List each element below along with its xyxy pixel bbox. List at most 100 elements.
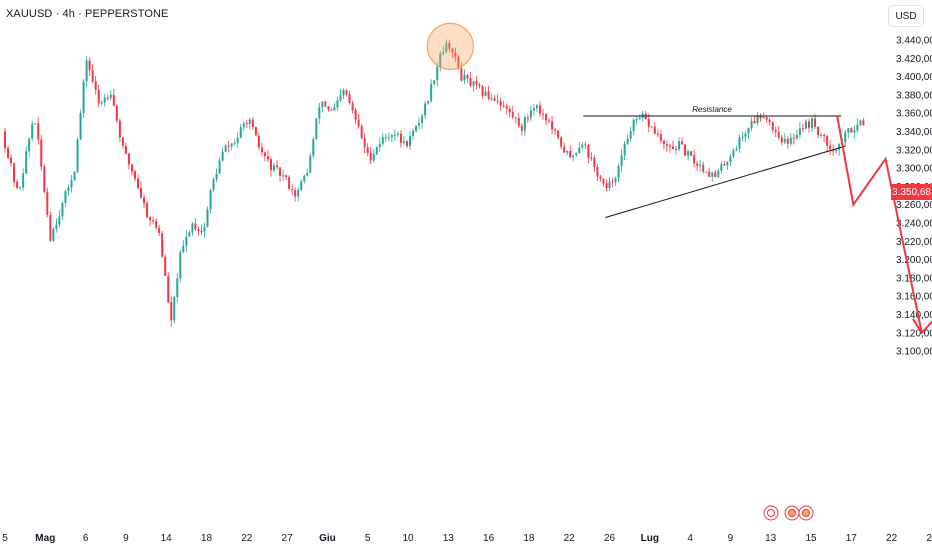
candle-body xyxy=(711,172,714,177)
candle-body xyxy=(405,141,408,147)
candle-body xyxy=(312,139,315,156)
candle-body xyxy=(804,121,807,129)
projection-arrow xyxy=(836,115,923,334)
candle-body xyxy=(457,56,460,69)
candle-body xyxy=(780,137,783,143)
candle-body xyxy=(823,134,826,137)
candle-body xyxy=(279,167,282,176)
candle-body xyxy=(505,106,508,109)
candle-body xyxy=(227,145,230,147)
candle-body xyxy=(807,121,810,128)
candle-body xyxy=(502,105,505,107)
candle-body xyxy=(67,187,70,192)
x-tick-label: 26 xyxy=(604,533,616,544)
candle-body xyxy=(49,214,52,241)
candle-body xyxy=(360,125,363,139)
candle-body xyxy=(70,180,73,188)
support-trendline xyxy=(605,145,846,218)
candle-body xyxy=(593,157,596,167)
candle-body xyxy=(741,136,744,138)
candle-body xyxy=(366,147,369,153)
y-tick-label: 3.180,00 xyxy=(896,273,932,284)
candle-body xyxy=(829,145,832,150)
candle-body xyxy=(34,123,37,125)
candle-body xyxy=(276,165,279,168)
candle-body xyxy=(384,137,387,139)
candle-body xyxy=(472,81,475,86)
candle-body xyxy=(76,139,79,172)
candle-body xyxy=(221,151,224,161)
candle-body xyxy=(723,164,726,166)
candle-body xyxy=(188,232,191,237)
y-tick-label: 3.220,00 xyxy=(896,237,932,248)
candle-body xyxy=(354,110,357,120)
candle-body xyxy=(529,110,532,118)
candle-body xyxy=(801,128,804,130)
candle-body xyxy=(273,165,276,171)
candle-body xyxy=(91,70,94,82)
candle-body xyxy=(542,113,545,115)
candle-body xyxy=(369,152,372,161)
x-tick-label: 18 xyxy=(523,533,535,544)
candle-body xyxy=(421,115,424,123)
candle-body xyxy=(140,188,143,198)
y-tick-label: 3.300,00 xyxy=(896,164,932,175)
candle-body xyxy=(28,138,31,152)
candle-body xyxy=(215,173,218,180)
interval-label: 4h xyxy=(62,8,75,20)
candle-body xyxy=(508,108,511,113)
candle-body xyxy=(55,224,58,230)
y-tick-label: 3.100,00 xyxy=(896,347,932,358)
candle-body xyxy=(699,164,702,166)
candle-body xyxy=(248,119,251,125)
current-price-tag: 3.350,68 xyxy=(891,184,932,200)
candle-body xyxy=(783,138,786,143)
candle-body xyxy=(115,105,118,121)
candle-body xyxy=(321,101,324,108)
candle-body xyxy=(575,152,578,156)
currency-button[interactable]: USD xyxy=(888,5,924,27)
candle-body xyxy=(638,117,641,120)
candle-body xyxy=(762,117,765,119)
candle-body xyxy=(454,52,457,57)
candle-body xyxy=(484,91,487,96)
candle-body xyxy=(551,121,554,130)
time-axis[interactable]: 5 Mag 6 9 14 18 22 27 Giu 5 10 13 16 18 22 26 Lug 4 9 13 15 1… xyxy=(2,533,932,544)
broker-name: PEPPERSTONE xyxy=(85,8,169,20)
x-tick-label: 22 xyxy=(241,533,253,544)
candle-body xyxy=(838,144,841,150)
candle-body xyxy=(285,175,288,178)
candle-body xyxy=(789,137,792,144)
candle-body xyxy=(161,233,164,257)
candle-body xyxy=(155,220,158,228)
candle-body xyxy=(257,135,260,148)
candle-body xyxy=(602,178,605,184)
candle-body xyxy=(124,145,127,154)
candle-body xyxy=(826,136,829,146)
candle-body xyxy=(847,128,850,133)
candle-body xyxy=(581,144,584,148)
candle-body xyxy=(599,176,602,179)
symbol-name: XAUUSD xyxy=(6,8,53,20)
candle-body xyxy=(266,156,269,160)
candle-body xyxy=(94,81,97,90)
candle-body xyxy=(13,163,16,182)
candle-body xyxy=(623,143,626,156)
candle-body xyxy=(327,106,330,110)
candle-body xyxy=(351,102,354,111)
candle-body xyxy=(390,135,393,138)
candle-body xyxy=(37,123,40,140)
y-tick-label: 3.320,00 xyxy=(896,145,932,156)
candle-body xyxy=(130,164,133,172)
candle-body xyxy=(31,123,34,139)
candle-body xyxy=(46,191,49,215)
symbol-title[interactable]: XAUUSD · 4h · PEPPERSTONE xyxy=(6,8,168,20)
candle-body xyxy=(170,302,173,321)
candle-body xyxy=(460,68,463,81)
candle-body xyxy=(792,137,795,139)
candle-body xyxy=(333,107,336,111)
candle-body xyxy=(814,118,817,127)
candle-body xyxy=(209,189,212,210)
candle-body xyxy=(254,126,257,136)
